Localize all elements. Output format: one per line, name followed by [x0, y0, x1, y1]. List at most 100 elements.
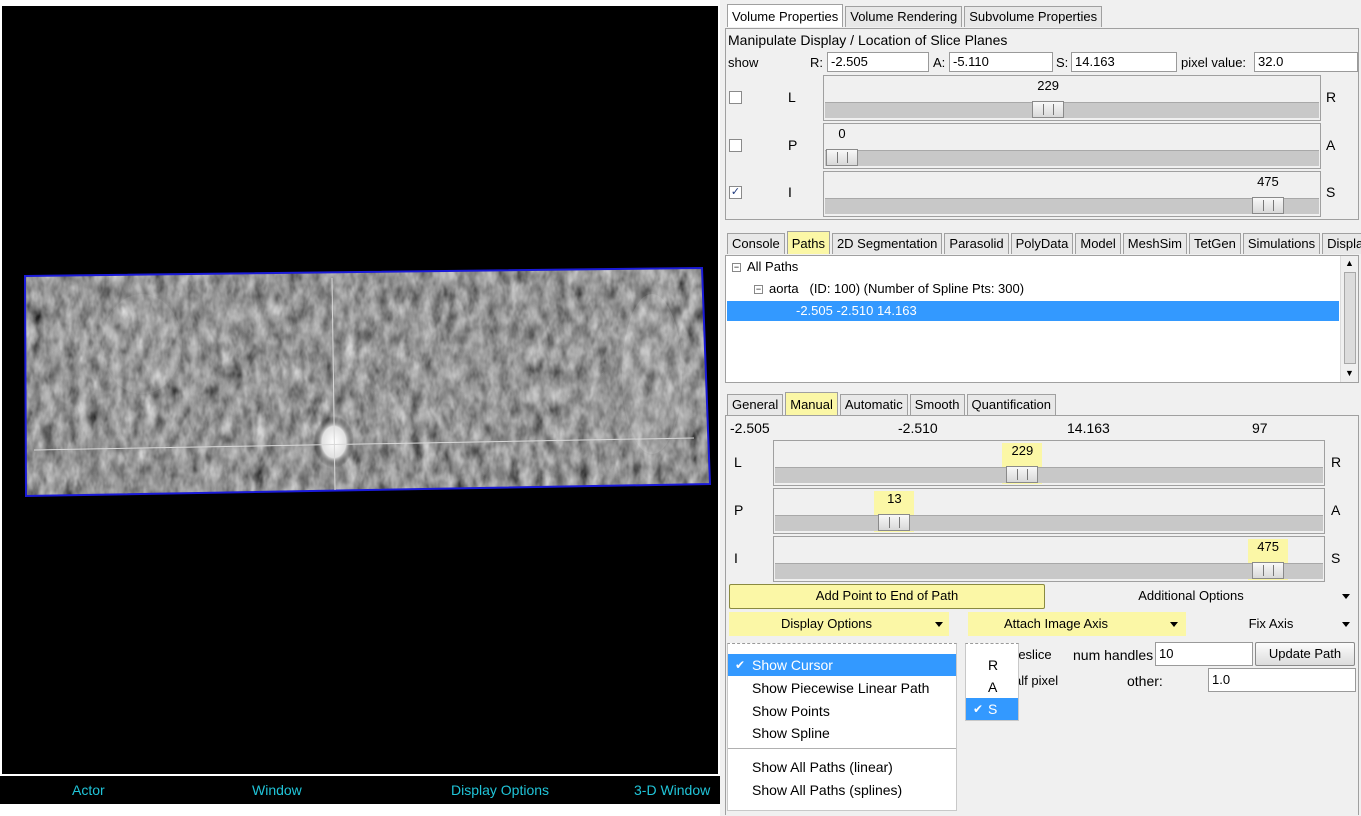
collapse-icon[interactable]: − [754, 284, 763, 295]
menu-item-show-all-paths-splines[interactable]: Show All Paths (splines) [728, 779, 956, 801]
s-coordinate-field[interactable]: 14.163 [1071, 52, 1177, 72]
r-coordinate-field[interactable]: -2.505 [827, 52, 929, 72]
add-point-button[interactable]: Add Point to End of Path [729, 584, 1045, 609]
tab-meshsim[interactable]: MeshSim [1122, 233, 1187, 254]
tree-node-label: aorta [769, 281, 799, 296]
checkmark-icon: ✔ [973, 702, 984, 716]
menu-item-axis-a[interactable]: A [966, 676, 1018, 698]
fix-axis-dropdown[interactable]: Fix Axis [1248, 616, 1294, 631]
other-field[interactable]: 1.0 [1208, 668, 1356, 692]
slider-value: 229 [1011, 443, 1034, 458]
num-handles-label: num handles [1073, 647, 1154, 663]
manual-is-slider[interactable]: 475 [773, 536, 1325, 582]
show-is-plane-checkbox[interactable]: ✓ [729, 186, 742, 199]
collapse-icon[interactable]: − [732, 262, 741, 273]
slider-right-label: A [1326, 137, 1336, 153]
tree-node-label: All Paths [747, 259, 799, 274]
menu-item-show-cursor[interactable]: ✔ Show Cursor [728, 654, 956, 676]
ct-slice-image [23, 266, 712, 498]
volume-tab-bar: Volume Properties Volume Rendering Subvo… [727, 4, 1103, 28]
tab-quantification[interactable]: Quantification [966, 394, 1057, 415]
manual-lr-slider[interactable]: 229 [773, 440, 1325, 486]
tab-volume-rendering[interactable]: Volume Rendering [845, 6, 963, 27]
slider-thumb[interactable] [826, 149, 858, 166]
lr-plane-slider[interactable]: 229 [823, 75, 1321, 121]
attach-image-axis-dropdown[interactable]: Attach Image Axis [968, 612, 1186, 636]
other-label: other: [1127, 673, 1163, 689]
attach-image-axis-menu: R A ✔ S [965, 643, 1019, 721]
paths-sub-tab-bar: General Manual Automatic Smooth Quantifi… [727, 392, 1057, 416]
display-options-dropdown[interactable]: Display Options [729, 612, 949, 636]
render-viewport[interactable] [2, 6, 718, 774]
tab-parasolid[interactable]: Parasolid [944, 233, 1009, 254]
show-pa-plane-checkbox[interactable] [729, 139, 742, 152]
num-handles-field[interactable]: 10 [1155, 642, 1253, 666]
tab-tetgen[interactable]: TetGen [1188, 233, 1241, 254]
slider-right-label: R [1331, 454, 1342, 470]
slider-thumb[interactable] [1032, 101, 1065, 118]
chevron-down-icon[interactable] [935, 622, 943, 627]
slice-planes-heading: Manipulate Display / Location of Slice P… [728, 32, 1008, 48]
menu-item-axis-r[interactable]: R [966, 654, 1018, 676]
tree-node-point-selected[interactable]: -2.505 -2.510 14.163 [727, 301, 1339, 321]
a-label: A: [933, 55, 946, 70]
slider-left-label: I [734, 550, 738, 566]
tree-node-aorta[interactable]: − aorta (ID: 100) (Number of Spline Pts: … [754, 281, 1024, 296]
menu-item-label: Show All Paths (splines) [752, 782, 903, 798]
scroll-down-icon[interactable]: ▼ [1345, 368, 1354, 378]
slider-thumb[interactable] [1251, 197, 1284, 214]
coord-index: 97 [1252, 420, 1268, 436]
pa-plane-slider[interactable]: 0 [823, 123, 1321, 169]
path-info: (ID: 100) (Number of Spline Pts: 300) [809, 281, 1025, 296]
show-lr-plane-checkbox[interactable] [729, 91, 742, 104]
scroll-thumb[interactable] [1344, 272, 1356, 364]
slider-left-label: P [734, 502, 744, 518]
tab-model[interactable]: Model [1075, 233, 1121, 254]
tab-volume-properties[interactable]: Volume Properties [727, 4, 844, 27]
chevron-down-icon[interactable] [1342, 594, 1350, 599]
tab-manual[interactable]: Manual [785, 392, 838, 415]
menu-item-show-points[interactable]: Show Points [728, 700, 956, 722]
slider-thumb[interactable] [1006, 466, 1039, 483]
display-options-button[interactable]: Display Options [451, 782, 550, 798]
tab-subvolume-properties[interactable]: Subvolume Properties [964, 6, 1103, 27]
tree-scrollbar[interactable]: ▲ ▼ [1340, 256, 1358, 382]
menu-item-show-piecewise-linear-path[interactable]: Show Piecewise Linear Path [728, 677, 956, 699]
menu-item-axis-s[interactable]: ✔ S [966, 698, 1018, 720]
manual-pa-slider[interactable]: 13 [773, 488, 1325, 534]
chevron-down-icon[interactable] [1342, 622, 1350, 627]
tab-polydata[interactable]: PolyData [1010, 233, 1074, 254]
menu-item-label: Show Cursor [752, 657, 833, 673]
tab-automatic[interactable]: Automatic [839, 394, 908, 415]
a-coordinate-field[interactable]: -5.110 [949, 52, 1053, 72]
tab-displays[interactable]: Displays [1322, 233, 1361, 254]
menu-item-show-all-paths-linear[interactable]: Show All Paths (linear) [728, 756, 956, 778]
tab-general[interactable]: General [727, 394, 784, 415]
tab-smooth[interactable]: Smooth [909, 394, 965, 415]
tab-2d-segmentation[interactable]: 2D Segmentation [831, 233, 943, 254]
slider-thumb[interactable] [878, 514, 911, 531]
slider-value: 475 [1257, 539, 1279, 554]
menu-item-label: Show Piecewise Linear Path [752, 680, 930, 696]
menu-item-label: S [988, 701, 998, 717]
tab-simulations[interactable]: Simulations [1242, 233, 1321, 254]
slider-trough [775, 467, 1323, 483]
3d-window-button[interactable]: 3-D Window [634, 782, 711, 798]
menu-item-label: Show All Paths (linear) [752, 759, 893, 775]
window-button[interactable]: Window [252, 782, 302, 798]
coord-s: 14.163 [1067, 420, 1110, 436]
is-plane-slider[interactable]: 475 [823, 171, 1321, 217]
update-path-button[interactable]: Update Path [1255, 642, 1355, 666]
pixel-value-field: 32.0 [1254, 52, 1358, 72]
additional-options-dropdown[interactable]: Additional Options [1138, 588, 1244, 603]
slider-trough [775, 563, 1323, 579]
chevron-down-icon[interactable] [1170, 622, 1178, 627]
tree-node-all-paths[interactable]: − All Paths [732, 259, 798, 274]
slider-thumb[interactable] [1252, 562, 1285, 579]
actor-button[interactable]: Actor [72, 782, 105, 798]
menu-item-show-spline[interactable]: Show Spline [728, 722, 956, 744]
tab-console[interactable]: Console [727, 233, 785, 254]
scroll-up-icon[interactable]: ▲ [1345, 258, 1354, 268]
tab-paths[interactable]: Paths [786, 231, 830, 254]
path-tree: − All Paths − aorta (ID: 100) (Number of S… [725, 255, 1359, 383]
